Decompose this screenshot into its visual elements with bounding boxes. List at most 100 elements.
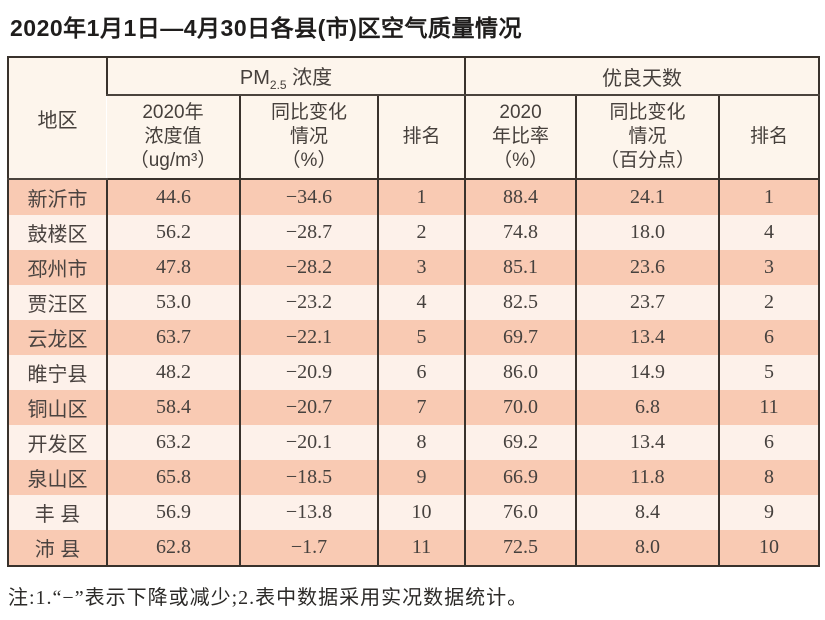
pm-change-cell: −28.7 bbox=[239, 215, 378, 250]
rate-rank-cell: 3 bbox=[718, 250, 820, 285]
table-row: 贾汪区 53.0 −23.2 4 82.5 23.7 2 bbox=[8, 285, 820, 320]
rate-change-cell: 8.0 bbox=[575, 530, 720, 566]
pm-change-cell: −18.5 bbox=[239, 460, 378, 495]
pm-change-cell: −1.7 bbox=[239, 530, 378, 566]
pm-value-cell: 56.2 bbox=[106, 215, 240, 250]
rate-cell: 66.9 bbox=[464, 460, 577, 495]
rate-rank-cell: 6 bbox=[718, 425, 820, 460]
pm-change-cell: −34.6 bbox=[239, 179, 378, 215]
pm-rank-cell: 7 bbox=[376, 390, 466, 425]
pm-rank-cell: 8 bbox=[376, 425, 466, 460]
pm-change-cell: −28.2 bbox=[239, 250, 378, 285]
rate-rank-cell: 10 bbox=[718, 530, 820, 566]
pm-rank-cell: 4 bbox=[376, 285, 466, 320]
rate-rank-cell: 1 bbox=[718, 179, 820, 215]
pm-rank-cell: 1 bbox=[376, 179, 466, 215]
rate-change-cell: 11.8 bbox=[575, 460, 720, 495]
rate-cell: 70.0 bbox=[464, 390, 577, 425]
rate-cell: 72.5 bbox=[464, 530, 577, 566]
rate-cell: 88.4 bbox=[464, 179, 577, 215]
pm-value-cell: 48.2 bbox=[106, 355, 240, 390]
footnote: 注:1.“−”表示下降或减少;2.表中数据采用实况数据统计。 bbox=[8, 587, 529, 609]
region-cell: 丰 县 bbox=[8, 495, 107, 530]
rate-cell: 82.5 bbox=[464, 285, 577, 320]
pm-value-cell: 58.4 bbox=[106, 390, 240, 425]
rate-rank-cell: 4 bbox=[718, 215, 820, 250]
table-row: 睢宁县 48.2 −20.9 6 86.0 14.9 5 bbox=[8, 355, 820, 390]
pm-change-cell: −20.7 bbox=[239, 390, 378, 425]
rate-rank-cell: 9 bbox=[718, 495, 820, 530]
header-pm-change: 同比变化 情况 （%） bbox=[239, 95, 378, 180]
pm-change-cell: −20.1 bbox=[239, 425, 378, 460]
rate-change-cell: 14.9 bbox=[575, 355, 720, 390]
pm-change-cell: −13.8 bbox=[239, 495, 378, 530]
header-group-row: 地区 PM2.5 浓度 优良天数 bbox=[8, 57, 820, 180]
header-pm-rank: 排名 bbox=[376, 95, 466, 180]
pm-value-cell: 47.8 bbox=[106, 250, 240, 285]
rate-rank-cell: 5 bbox=[718, 355, 820, 390]
region-cell: 泉山区 bbox=[8, 460, 107, 495]
pm-rank-cell: 9 bbox=[376, 460, 466, 495]
rate-cell: 86.0 bbox=[464, 355, 577, 390]
rate-rank-cell: 2 bbox=[718, 285, 820, 320]
pm-value-cell: 44.6 bbox=[106, 179, 240, 215]
table-row: 开发区 63.2 −20.1 8 69.2 13.4 6 bbox=[8, 425, 820, 460]
pm-change-cell: −22.1 bbox=[239, 320, 378, 355]
rate-change-cell: 13.4 bbox=[575, 320, 720, 355]
page-title: 2020年1月1日—4月30日各县(市)区空气质量情况 bbox=[10, 15, 522, 41]
rate-change-cell: 6.8 bbox=[575, 390, 720, 425]
pm-value-cell: 56.9 bbox=[106, 495, 240, 530]
region-cell: 铜山区 bbox=[8, 390, 107, 425]
table-body: 新沂市 44.6 −34.6 1 88.4 24.1 1 鼓楼区 56.2 −2… bbox=[8, 179, 820, 566]
pm-value-cell: 63.7 bbox=[106, 320, 240, 355]
pm-value-cell: 65.8 bbox=[106, 460, 240, 495]
header-sub-row: 2020年 浓度值 （ug/m³） 同比变化 情况 （%） 排名 2020 年比… bbox=[8, 95, 820, 180]
table-row: 邳州市 47.8 −28.2 3 85.1 23.6 3 bbox=[8, 250, 820, 285]
rate-cell: 69.7 bbox=[464, 320, 577, 355]
region-cell: 鼓楼区 bbox=[8, 215, 107, 250]
pm-value-cell: 63.2 bbox=[106, 425, 240, 460]
region-cell: 贾汪区 bbox=[8, 285, 107, 320]
pm-label-suffix: 浓度 bbox=[286, 66, 333, 89]
region-cell: 开发区 bbox=[8, 425, 107, 460]
rate-cell: 69.2 bbox=[464, 425, 577, 460]
pm-rank-cell: 2 bbox=[376, 215, 466, 250]
rate-rank-cell: 8 bbox=[718, 460, 820, 495]
rate-rank-cell: 11 bbox=[718, 390, 820, 425]
header-region: 地区 bbox=[8, 57, 107, 180]
table-row: 丰 县 56.9 −13.8 10 76.0 8.4 9 bbox=[8, 495, 820, 530]
air-quality-table: 地区 PM2.5 浓度 优良天数 2020年 浓度值 （ug/m³） 同比变化 … bbox=[7, 56, 821, 567]
pm-label-prefix: PM bbox=[239, 66, 270, 89]
header-pm-value: 2020年 浓度值 （ug/m³） bbox=[107, 95, 240, 180]
rate-rank-cell: 6 bbox=[718, 320, 820, 355]
rate-change-cell: 23.7 bbox=[575, 285, 720, 320]
table-row: 泉山区 65.8 −18.5 9 66.9 11.8 8 bbox=[8, 460, 820, 495]
pm-change-cell: −20.9 bbox=[239, 355, 378, 390]
table-row: 铜山区 58.4 −20.7 7 70.0 6.8 11 bbox=[8, 390, 820, 425]
pm-change-cell: −23.2 bbox=[239, 285, 378, 320]
header-rate: 2020 年比率 （%） bbox=[464, 95, 577, 180]
rate-change-cell: 23.6 bbox=[575, 250, 720, 285]
rate-change-cell: 8.4 bbox=[575, 495, 720, 530]
pm-rank-cell: 10 bbox=[376, 495, 466, 530]
table-row: 新沂市 44.6 −34.6 1 88.4 24.1 1 bbox=[8, 179, 820, 215]
table-row: 沛 县 62.8 −1.7 11 72.5 8.0 10 bbox=[8, 530, 820, 566]
pm-value-cell: 53.0 bbox=[106, 285, 240, 320]
region-cell: 沛 县 bbox=[8, 530, 107, 566]
region-cell: 云龙区 bbox=[8, 320, 107, 355]
table-row: 鼓楼区 56.2 −28.7 2 74.8 18.0 4 bbox=[8, 215, 820, 250]
table-row: 云龙区 63.7 −22.1 5 69.7 13.4 6 bbox=[8, 320, 820, 355]
region-cell: 邳州市 bbox=[8, 250, 107, 285]
pm-rank-cell: 5 bbox=[376, 320, 466, 355]
rate-change-cell: 18.0 bbox=[575, 215, 720, 250]
header-group-pm25: PM2.5 浓度 bbox=[105, 57, 466, 96]
pm-rank-cell: 11 bbox=[376, 530, 466, 566]
pm-rank-cell: 6 bbox=[376, 355, 466, 390]
pm-label-subscript: 2.5 bbox=[269, 77, 287, 92]
header-group-good-days: 优良天数 bbox=[464, 57, 820, 96]
pm-value-cell: 62.8 bbox=[106, 530, 240, 566]
header-rate-rank: 排名 bbox=[718, 95, 820, 180]
rate-change-cell: 13.4 bbox=[575, 425, 720, 460]
rate-change-cell: 24.1 bbox=[575, 179, 720, 215]
rate-cell: 76.0 bbox=[464, 495, 577, 530]
